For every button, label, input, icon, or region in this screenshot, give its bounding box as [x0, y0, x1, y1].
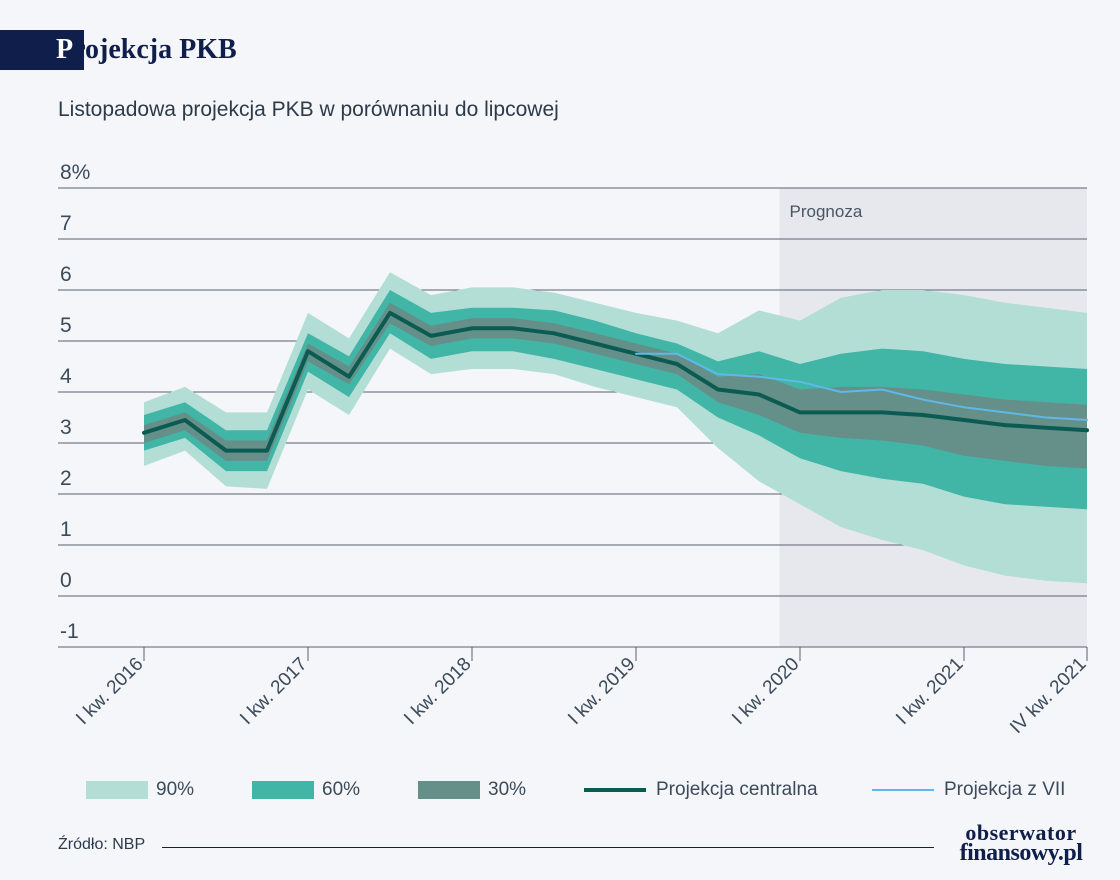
- band-90: [144, 272, 1087, 584]
- title-accent-bar: [0, 30, 84, 70]
- y-tick-label: 0: [60, 569, 72, 592]
- y-tick-label: 8%: [60, 161, 90, 184]
- x-tick-label: I kw. 2017: [236, 654, 311, 729]
- legend-label-july: Projekcja z VII: [944, 779, 1066, 800]
- y-tick-label: 1: [60, 518, 72, 541]
- y-tick-label: 6: [60, 263, 72, 286]
- legend-line-central: [584, 788, 646, 792]
- legend-swatch-90: [86, 781, 148, 799]
- source-note: Źródło: NBP: [58, 836, 146, 853]
- x-tick-label: I kw. 2021: [892, 654, 967, 729]
- band-60: [144, 290, 1087, 510]
- chart-legend: 90% 60% 30% Projekcja centralna Projekcj…: [0, 772, 1120, 808]
- legend-label-30: 30%: [488, 779, 527, 800]
- central-projection-line: [142, 310, 1089, 453]
- x-tick-label: I kw. 2018: [400, 654, 475, 729]
- legend-item-60: 60%: [252, 772, 360, 808]
- legend-swatch-60: [252, 781, 314, 799]
- legend-line-july: [872, 789, 934, 791]
- legend-label-90: 90%: [156, 779, 195, 800]
- title-first-letter: P: [56, 34, 74, 65]
- legend-item-central: Projekcja centralna: [584, 772, 818, 808]
- legend-item-90: 90%: [86, 772, 194, 808]
- x-tick-label: I kw. 2016: [72, 654, 147, 729]
- x-tick-label: I kw. 2020: [728, 654, 803, 729]
- x-tick-label: IV kw. 2021: [1006, 654, 1090, 738]
- legend-swatch-30: [418, 781, 480, 799]
- july-projection-line: [635, 352, 1088, 421]
- logo-line-2: finansowy.pl: [959, 840, 1083, 866]
- title-rest: rojekcja PKB: [73, 34, 237, 65]
- y-tick-label: 5: [60, 314, 72, 337]
- legend-item-july: Projekcja z VII: [872, 772, 1065, 808]
- y-tick-label: 4: [60, 365, 72, 388]
- legend-label-60: 60%: [322, 779, 361, 800]
- y-tick-label: 7: [60, 212, 72, 235]
- legend-item-30: 30%: [418, 772, 526, 808]
- chart-subtitle: Listopadowa projekcja PKB w porównaniu d…: [58, 98, 559, 121]
- brand-logo: obserwator finansowy.pl: [946, 820, 1096, 866]
- y-tick-label: 2: [60, 467, 72, 490]
- y-tick-label: -1: [60, 620, 79, 643]
- legend-label-central: Projekcja centralna: [656, 779, 818, 800]
- fan-chart: -1 0 1 2 3 4 5 6 7 8% Prognoza I kw. 2016 I kw. 2017…: [58, 161, 1091, 738]
- x-tick-label: I kw. 2019: [564, 654, 639, 729]
- logo-line-1: obserwator: [965, 820, 1077, 845]
- y-tick-label: 3: [60, 416, 72, 439]
- band-30: [144, 302, 1087, 469]
- footer-divider: [162, 847, 934, 848]
- forecast-label: Prognoza: [790, 202, 863, 221]
